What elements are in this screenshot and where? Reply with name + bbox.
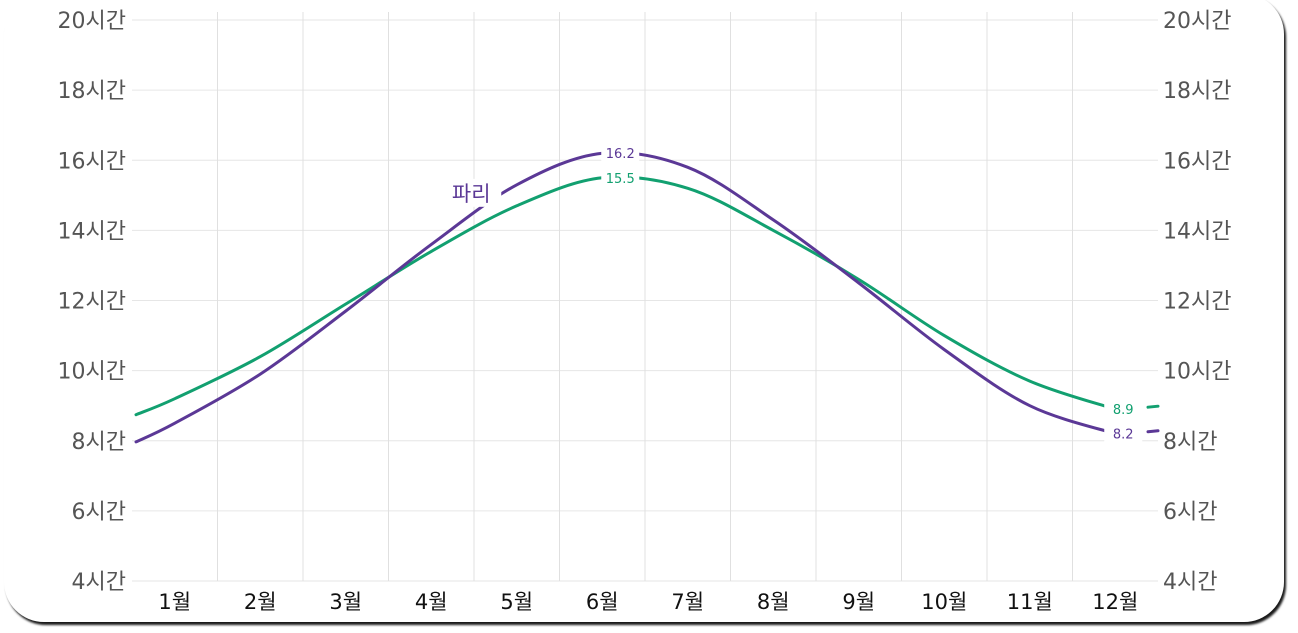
x-tick-label: 12월: [1092, 590, 1138, 614]
data-point: [772, 218, 775, 221]
y-tick-label-left: 16시간: [58, 149, 126, 174]
data-point: [173, 397, 176, 400]
data-label: 16.2: [606, 147, 635, 162]
y-tick-label-right: 14시간: [1163, 219, 1231, 244]
data-point: [344, 310, 347, 313]
data-point: [686, 187, 689, 190]
y-axis-right: 4시간 6시간 8시간 10시간 12시간 14시간 16시간 18시간 20시간: [1163, 9, 1231, 595]
data-point: [943, 334, 946, 337]
y-tick-label-left: 12시간: [58, 290, 126, 315]
x-tick-label: 11월: [1007, 590, 1053, 614]
data-label: 15.5: [606, 172, 635, 187]
data-point: [430, 243, 433, 246]
data-label-background: [601, 168, 640, 187]
y-tick-label-left: 10시간: [58, 360, 126, 385]
data-point: [1028, 380, 1031, 383]
data-point: [259, 373, 262, 376]
data-point: [857, 281, 860, 284]
grid-lines: [132, 12, 1158, 582]
x-tick-label: 10월: [921, 590, 967, 614]
x-tick-label: 4월: [415, 590, 448, 614]
series-line-0: [134, 150, 1117, 444]
series-line-tail-0: [1146, 429, 1160, 434]
data-point: [259, 355, 262, 358]
data-label-background: [601, 144, 640, 163]
y-tick-label-left: 8시간: [72, 430, 126, 455]
y-tick-label-right: 12시간: [1163, 290, 1231, 315]
y-tick-label-left: 6시간: [72, 500, 126, 525]
series-line-1: [134, 175, 1117, 417]
y-tick-label-left: 14시간: [58, 219, 126, 244]
data-label: 8.9: [1113, 403, 1134, 418]
x-tick-label: 3월: [329, 590, 362, 614]
y-tick-label-right: 16시간: [1163, 149, 1231, 174]
series-line-tail-1: [1146, 404, 1160, 409]
series-name-label: 파리: [452, 182, 491, 206]
data-label-background: [1104, 424, 1143, 443]
x-tick-label: 5월: [500, 590, 533, 614]
data-point: [344, 303, 347, 306]
y-tick-label-right: 6시간: [1163, 500, 1217, 525]
y-tick-label-left: 4시간: [72, 570, 126, 595]
chart-card: 4시간 6시간 8시간 10시간 12시간 14시간 16시간 18시간 20시간 4시간 6시간…: [4, 0, 1284, 622]
data-labels-layer: 15.5 8.9 16.2 8.2 파리: [441, 144, 1143, 443]
data-point: [772, 229, 775, 232]
x-tick-label: 8월: [757, 590, 790, 614]
x-tick-label: 2월: [244, 590, 277, 614]
series-name-background: [441, 178, 502, 207]
data-point: [943, 348, 946, 351]
y-tick-label-left: 18시간: [58, 79, 126, 104]
x-tick-label: 1월: [158, 590, 191, 614]
data-point: [430, 250, 433, 253]
x-axis: 1월 2월 3월 4월 5월 6월 7월 8월 9월 10월 11월 12월: [158, 590, 1138, 614]
y-axis-left: 4시간 6시간 8시간 10시간 12시간 14시간 16시간 18시간 20시간: [58, 9, 126, 595]
y-tick-label-right: 18시간: [1163, 79, 1231, 104]
y-tick-label-right: 8시간: [1163, 430, 1217, 455]
data-point: [173, 422, 176, 425]
x-tick-label: 7월: [671, 590, 704, 614]
x-tick-label: 9월: [842, 590, 875, 614]
x-tick-label: 6월: [586, 590, 619, 614]
data-label: 8.2: [1113, 428, 1134, 443]
y-tick-label-right: 20시간: [1163, 9, 1231, 34]
data-point: [686, 166, 689, 169]
data-label-background: [1104, 400, 1143, 419]
y-tick-label-right: 4시간: [1163, 570, 1217, 595]
y-tick-label-right: 10시간: [1163, 360, 1231, 385]
daylight-hours-chart: 4시간 6시간 8시간 10시간 12시간 14시간 16시간 18시간 20시간 4시간 6시간…: [58, 9, 1232, 614]
series-layer: [134, 150, 1160, 444]
data-point: [1028, 404, 1031, 407]
data-point: [515, 183, 518, 186]
data-point: [515, 204, 518, 207]
y-tick-label-left: 20시간: [58, 9, 126, 34]
